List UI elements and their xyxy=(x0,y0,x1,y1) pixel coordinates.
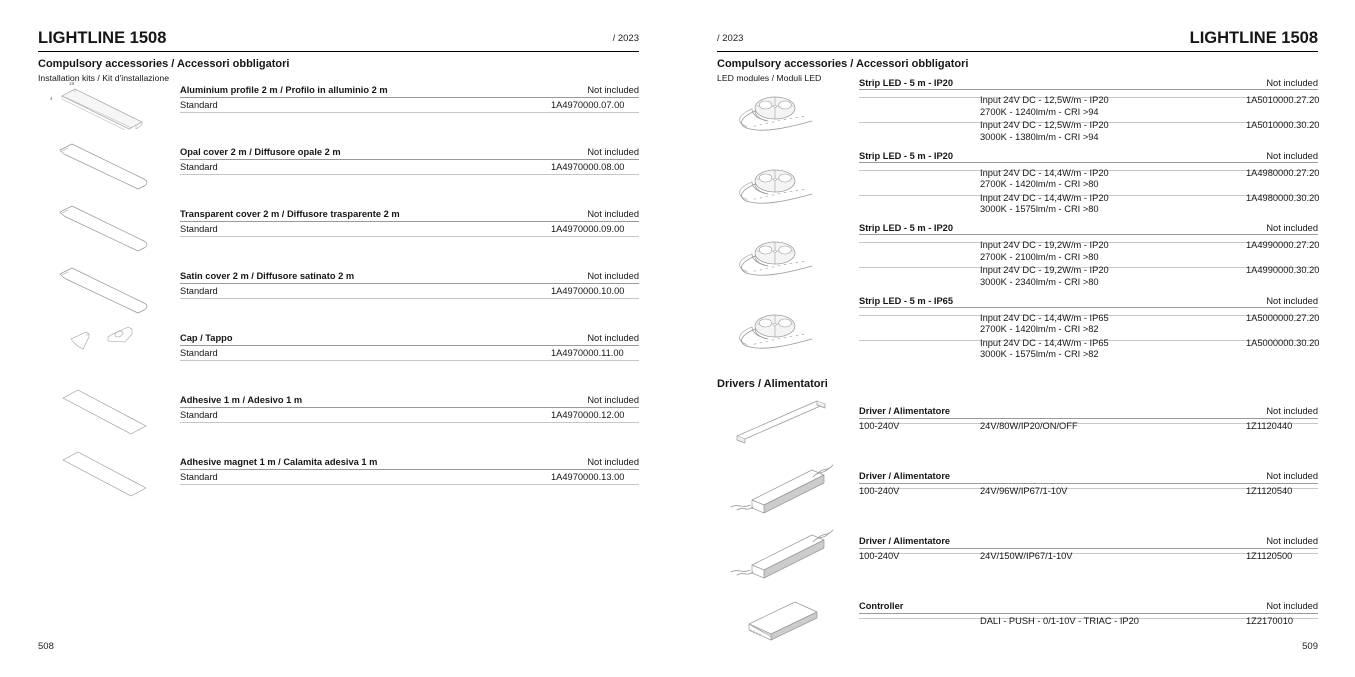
svg-text:19: 19 xyxy=(69,81,75,86)
svg-text:4: 4 xyxy=(50,96,53,101)
